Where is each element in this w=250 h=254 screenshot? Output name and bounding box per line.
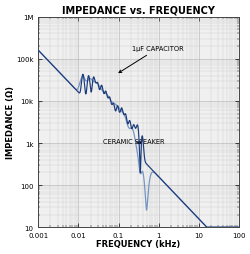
- Text: 1μF CAPACITOR: 1μF CAPACITOR: [118, 46, 183, 73]
- Y-axis label: IMPEDANCE (Ω): IMPEDANCE (Ω): [6, 86, 15, 159]
- X-axis label: FREQUENCY (kHz): FREQUENCY (kHz): [96, 240, 180, 248]
- Text: CERAMIC SPEAKER: CERAMIC SPEAKER: [102, 139, 164, 145]
- Title: IMPEDANCE vs. FREQUENCY: IMPEDANCE vs. FREQUENCY: [62, 6, 214, 15]
